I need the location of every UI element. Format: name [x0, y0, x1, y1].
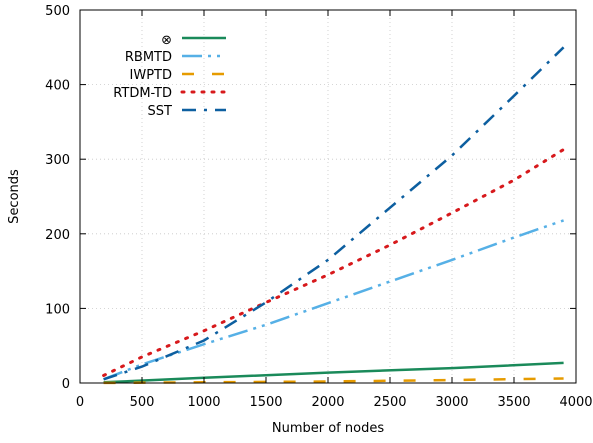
x-tick-label: 500: [130, 395, 155, 410]
y-tick-label: 0: [62, 377, 70, 392]
legend: ⊗ RBMTD IWPTD RTDM-TD SST: [113, 33, 228, 119]
y-tick-label: 100: [45, 302, 70, 317]
y-tick-label: 400: [45, 79, 70, 94]
series-lines: [102, 46, 566, 385]
x-tick-label: 3000: [435, 395, 468, 410]
grid-lines: [80, 10, 576, 383]
x-tick-label: 1500: [249, 395, 282, 410]
x-axis-label: Number of nodes: [272, 421, 384, 436]
series-line-1: [103, 219, 565, 381]
x-tick-label: 0: [76, 395, 84, 410]
x-tick-label: 2500: [373, 395, 406, 410]
axis-ticks: 0 500 1000 1500 2000 2500 3000 3500 4000 0 100 200 3…: [45, 4, 592, 410]
legend-label-0: ⊗: [161, 33, 172, 48]
x-tick-label: 2000: [311, 395, 344, 410]
legend-label-2: IWPTD: [130, 68, 172, 83]
legend-label-4: SST: [148, 104, 173, 119]
series-line-4: [103, 46, 565, 381]
legend-label-3: RTDM-TD: [113, 86, 172, 101]
x-tick-label: 1000: [187, 395, 220, 410]
series-line-0: [103, 361, 564, 384]
y-tick-label: 200: [45, 228, 70, 243]
x-tick-label: 3500: [497, 395, 530, 410]
x-tick-label: 4000: [559, 395, 592, 410]
plot-frame: [79, 9, 577, 384]
legend-label-1: RBMTD: [125, 50, 172, 65]
series-line-3: [102, 148, 566, 377]
y-axis-label: Seconds: [7, 169, 22, 224]
y-tick-label: 500: [45, 4, 70, 19]
y-tick-label: 300: [45, 153, 70, 168]
